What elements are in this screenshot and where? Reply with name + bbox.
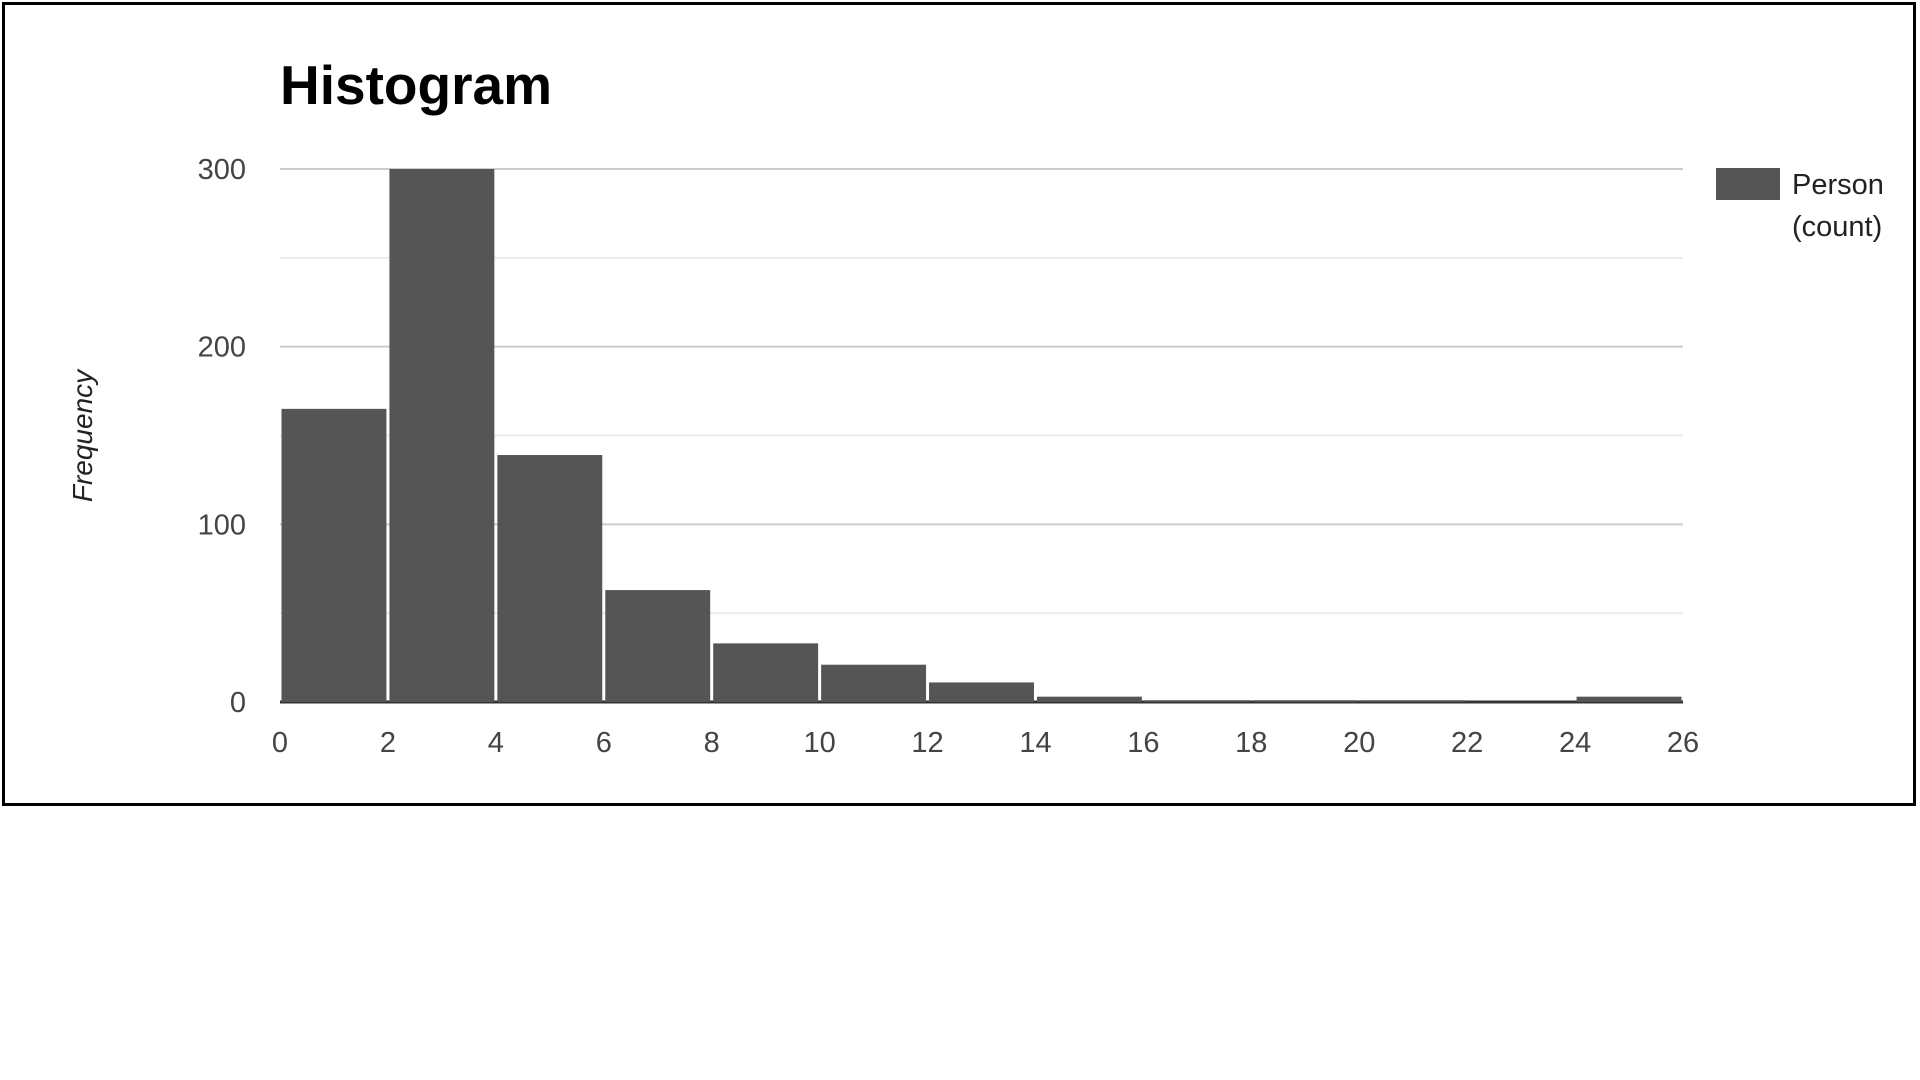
histogram-bar (281, 408, 387, 702)
x-tick-label: 8 (704, 727, 720, 759)
histogram-bar (1252, 700, 1358, 702)
y-tick-labels: 0 100 200 300 (198, 154, 246, 719)
y-tick-label: 100 (198, 509, 246, 541)
legend: Person (count) (1716, 168, 1884, 243)
histogram-bar (1036, 696, 1142, 702)
histogram-bar (821, 664, 927, 702)
bars (281, 169, 1682, 702)
x-tick-label: 20 (1343, 727, 1375, 759)
histogram-bar (389, 169, 495, 702)
x-tick-label: 22 (1451, 727, 1483, 759)
x-tick-label: 12 (911, 727, 943, 759)
x-tick-label: 2 (380, 727, 396, 759)
legend-label-line2: (count) (1792, 211, 1882, 243)
x-tick-label: 0 (272, 727, 288, 759)
y-axis-label: Frequency (67, 368, 98, 502)
x-tick-label: 26 (1667, 727, 1699, 759)
x-tick-label: 14 (1019, 727, 1051, 759)
y-tick-label: 200 (198, 332, 246, 364)
chart-title: Histogram (280, 54, 552, 116)
histogram-bar (497, 455, 603, 702)
x-tick-label: 18 (1235, 727, 1267, 759)
x-tick-label: 6 (596, 727, 612, 759)
x-tick-label: 10 (803, 727, 835, 759)
histogram-bar (713, 643, 819, 702)
x-tick-label: 16 (1127, 727, 1159, 759)
legend-swatch (1716, 168, 1780, 200)
histogram-bar (929, 682, 1034, 702)
legend-label-line1: Person (1792, 169, 1884, 201)
x-tick-label: 4 (488, 727, 504, 759)
histogram-bar (1360, 700, 1466, 702)
y-tick-label: 300 (198, 154, 246, 186)
histogram-bar (605, 590, 711, 702)
histogram-bar (1144, 700, 1250, 702)
histogram-bar (1576, 696, 1682, 702)
x-tick-labels: 0 2 4 6 8 10 12 14 16 18 20 22 24 26 (272, 727, 1699, 759)
y-tick-label: 0 (230, 687, 246, 719)
x-tick-label: 24 (1559, 727, 1591, 759)
